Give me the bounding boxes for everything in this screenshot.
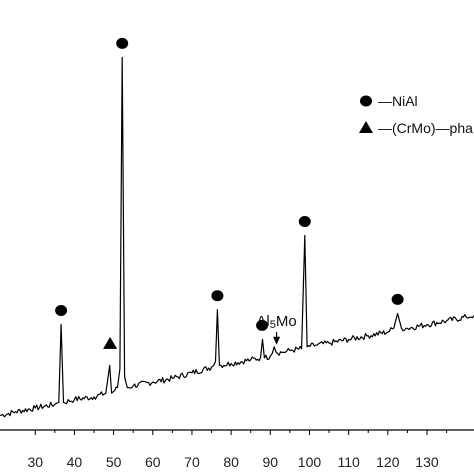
series-line bbox=[0, 56, 474, 418]
nial-peak-marker bbox=[298, 216, 311, 227]
nial-peak-marker bbox=[55, 305, 68, 317]
legend-label: —NiAl bbox=[378, 93, 418, 109]
series-layer bbox=[0, 56, 474, 418]
x-tick-label: 70 bbox=[184, 454, 200, 470]
marker-layer bbox=[55, 37, 404, 349]
x-tick-label: 90 bbox=[263, 454, 279, 470]
legend-circle-icon bbox=[360, 95, 372, 107]
legend-label: —(CrMo)—pha bbox=[378, 120, 473, 136]
x-tick-label: 100 bbox=[298, 454, 322, 470]
legend-triangle-icon bbox=[359, 121, 373, 133]
annotation-layer: Al5Mo bbox=[256, 313, 297, 345]
annotation-label: Al5Mo bbox=[256, 313, 296, 331]
x-tick-label: 120 bbox=[376, 454, 400, 470]
nial-peak-marker bbox=[211, 290, 224, 302]
x-tick-label: 30 bbox=[27, 454, 43, 470]
nial-peak-marker bbox=[256, 319, 269, 331]
crmo-peak-marker bbox=[103, 336, 118, 349]
x-axis: 30 40 50 60 70 80 90 100 110 120 130 bbox=[0, 429, 474, 470]
x-tick-label: 80 bbox=[223, 454, 239, 470]
x-tick-label: 130 bbox=[415, 454, 439, 470]
nial-peak-marker bbox=[391, 293, 404, 305]
x-tick-label: 110 bbox=[337, 454, 360, 470]
x-tick-label: 50 bbox=[106, 454, 122, 470]
legend: —NiAl —(CrMo)—pha bbox=[359, 93, 473, 136]
annotation-arrowhead bbox=[273, 336, 281, 345]
nial-peak-marker bbox=[116, 37, 129, 49]
x-tick-label: 60 bbox=[145, 454, 161, 470]
x-tick-label: 40 bbox=[67, 454, 83, 470]
